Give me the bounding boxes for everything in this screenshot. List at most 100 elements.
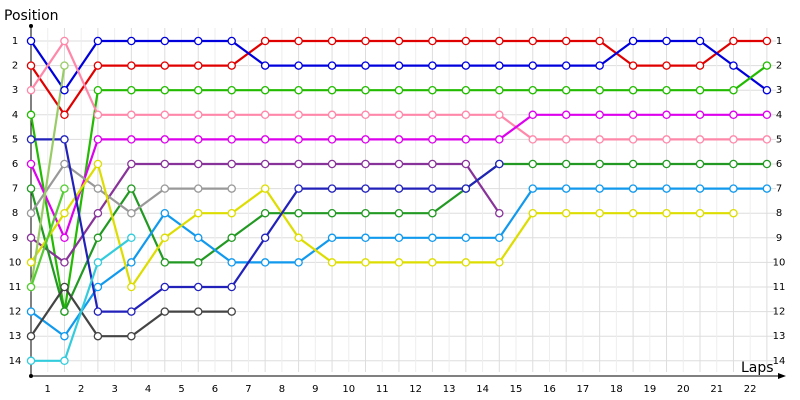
series-4-point [361,110,370,120]
right-tick-label: 8 [776,208,782,219]
series-14-point [60,61,69,70]
series-5-point [260,135,270,144]
series-1-point [60,110,69,120]
series-10-point [528,208,538,218]
series-4-point [662,135,671,144]
series-2-point [628,36,638,46]
series-2-point [160,36,170,46]
series-6-point [495,208,504,218]
series-7-point [762,159,772,169]
series-10-point [294,233,303,243]
series-1-point [428,36,437,46]
series-9-point [762,184,772,193]
series-12-point [160,307,170,316]
series-4-point [729,135,738,144]
series-4-point [528,135,538,144]
series-11-point [361,184,370,193]
series-11-point [327,184,337,193]
series-5-point [361,135,370,144]
series-7-point [595,159,604,169]
series-7-point [193,258,203,267]
series-7-point [127,184,136,193]
series-9-point [193,233,203,243]
series-9-point [260,258,270,267]
right-tick-label: 7 [776,184,782,195]
series-1-point [193,61,203,70]
series-7-point [628,159,638,169]
series-10-point [227,208,236,218]
series-line-13 [31,236,133,362]
series-9-point [93,282,103,292]
series-1-point [762,36,772,46]
series-10-point [26,258,36,267]
right-tick-label: 2 [776,61,782,72]
series-3-point [93,85,103,95]
series-10-point [628,208,638,218]
series-3-point [361,85,370,95]
series-3-point [227,85,236,95]
series-12-point [26,331,36,341]
series-7-point [26,184,36,193]
series-5-point [695,110,705,120]
series-15-point [26,282,36,292]
series-1-point [628,61,638,70]
series-3-point [495,85,504,95]
series-2-point [762,85,772,95]
series-10-point [127,282,136,292]
series-9-point [361,233,370,243]
series-12-point [127,331,136,341]
series-4-point [595,135,604,144]
series-6-point [327,159,337,169]
series-2-point [495,61,504,70]
series-4-point [461,110,471,120]
series-6-point [26,233,36,243]
series-7-point [260,208,270,218]
series-2-point [60,85,69,95]
x-tick-label: 4 [145,384,151,395]
x-tick-label: 8 [279,384,285,395]
series-7-point [729,159,738,169]
series-5-point [662,110,671,120]
series-10-point [60,208,69,218]
x-tick-label: 10 [342,384,355,395]
series-7-point [662,159,671,169]
series-11-point [227,282,236,292]
right-tick-label: 10 [773,257,786,268]
series-4-point [762,135,772,144]
series-3-point [428,85,437,95]
series-10-point [160,233,170,243]
series-7-point [394,208,404,218]
series-11-point [127,307,136,316]
series-6-point [260,159,270,169]
series-5-point [528,110,538,120]
series-2-point [561,61,571,70]
series-3-point [662,85,671,95]
x-tick-label: 19 [643,384,656,395]
x-tick-label: 14 [476,384,489,395]
series-9-point [628,184,638,193]
series-6-point [160,159,170,169]
series-11-point [428,184,437,193]
right-tick-label: 12 [773,307,786,318]
series-3-point [26,110,36,120]
series-11-point [160,282,170,292]
series-5-point [127,135,136,144]
series-4-point [695,135,705,144]
series-2-point [193,36,203,46]
series-line-14 [29,65,66,288]
series-10-point [394,258,404,267]
series-11-point [260,233,270,243]
series-9-point [26,307,36,316]
series-5-point [160,135,170,144]
x-tick-label: 5 [178,384,184,395]
series-10-point [495,258,504,267]
series-3-point [127,85,136,95]
series-5-point [193,135,203,144]
y-tick-label: 6 [12,159,18,170]
series-10-point [595,208,604,218]
series-9-point [561,184,571,193]
series-5-point [394,135,404,144]
series-4-point [327,110,337,120]
y-tick-label: 8 [12,208,18,219]
